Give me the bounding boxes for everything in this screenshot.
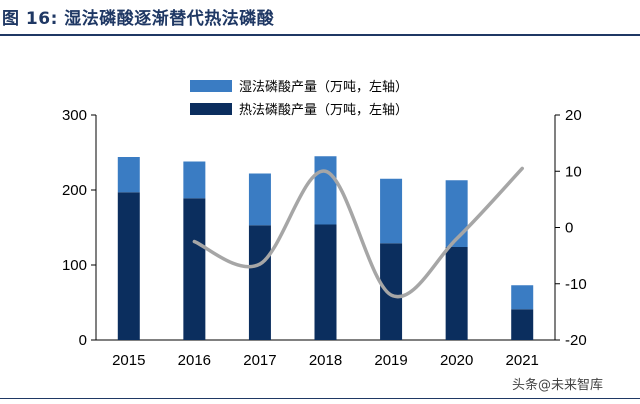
figure-title: 图 16: 湿法磷酸逐渐替代热法磷酸 [2, 9, 275, 29]
bar-wet-2018 [314, 156, 337, 225]
bar-thermal-2017 [248, 225, 271, 340]
x-tick-label: 2017 [243, 352, 276, 369]
growth-line [192, 166, 524, 299]
legend-label-thermal: 热法磷酸产量（万吨，左轴） [239, 103, 408, 118]
x-tick-label: 2020 [440, 352, 473, 369]
x-tick-label: 2019 [374, 352, 407, 369]
chart-line [192, 166, 524, 299]
bar-thermal-2016 [183, 198, 206, 340]
chart-legend: 湿法磷酸产量（万吨，左轴） 热法磷酸产量（万吨，左轴） [190, 80, 408, 118]
left-tick-label: 300 [62, 107, 87, 124]
right-tick-label: -20 [565, 332, 587, 349]
bar-wet-2016 [183, 161, 206, 199]
chart-bars [117, 156, 534, 340]
legend-swatch-wet [190, 80, 232, 92]
bar-thermal-2020 [445, 247, 468, 340]
x-tick-label: 2015 [112, 352, 145, 369]
bar-wet-2015 [117, 157, 140, 193]
bar-thermal-2019 [380, 243, 403, 340]
left-tick-label: 100 [62, 257, 87, 274]
right-tick-label: 0 [565, 220, 573, 237]
bar-wet-2020 [445, 180, 468, 247]
chart-labels: 0 100 200 300 -20 -10 0 10 20 2015 2016 2017 2018 201… [62, 107, 587, 369]
x-tick-label: 2016 [178, 352, 211, 369]
right-tick-label: -10 [565, 276, 587, 293]
x-tick-label: 2021 [506, 352, 539, 369]
bar-wet-2017 [248, 173, 271, 226]
right-tick-label: 20 [565, 107, 582, 124]
bar-wet-2019 [380, 178, 403, 244]
bar-thermal-2015 [117, 192, 140, 340]
title-rule [0, 34, 640, 36]
left-tick-label: 200 [62, 182, 87, 199]
bar-thermal-2021 [511, 309, 534, 340]
x-tick-label: 2018 [309, 352, 342, 369]
left-tick-label: 0 [79, 332, 87, 349]
watermark: 头条@未来智库 [512, 378, 604, 393]
bar-wet-2021 [511, 285, 534, 310]
legend-label-wet: 湿法磷酸产量（万吨，左轴） [239, 80, 408, 95]
right-tick-label: 10 [565, 163, 582, 180]
bar-thermal-2018 [314, 224, 337, 340]
legend-swatch-thermal [190, 103, 232, 115]
bottom-rule [0, 398, 640, 399]
